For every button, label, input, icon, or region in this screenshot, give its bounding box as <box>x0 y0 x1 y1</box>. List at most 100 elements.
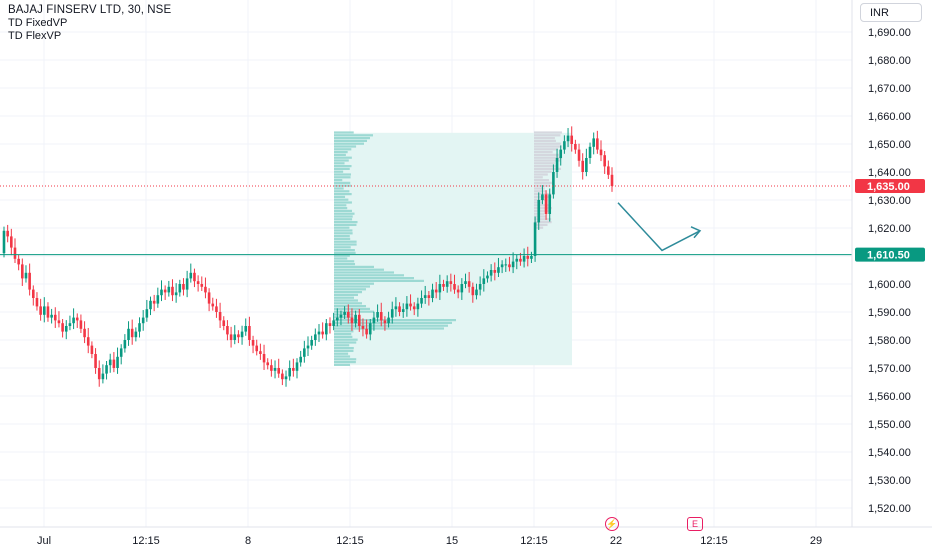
candle-body <box>57 320 61 324</box>
profile-row-flex <box>534 145 562 148</box>
price-tick-label: 1,580.00 <box>868 335 911 347</box>
indicator-flexvp[interactable]: TD FlexVP <box>8 30 62 42</box>
candle-body <box>185 278 189 290</box>
profile-row <box>334 167 350 170</box>
profile-row <box>334 279 424 282</box>
profile-row-flex <box>534 167 562 170</box>
candle-body <box>482 278 486 284</box>
profile-row-flex <box>534 153 559 156</box>
candle-body <box>453 284 456 290</box>
price-tick-label: 1,670.00 <box>868 83 911 95</box>
candle-body <box>405 303 409 310</box>
profile-row <box>334 207 348 210</box>
profile-row <box>334 137 370 140</box>
candle-body <box>281 373 284 380</box>
profile-row <box>334 251 356 254</box>
profile-row-flex <box>534 139 556 142</box>
profile-row-flex <box>534 215 547 218</box>
candle-body <box>409 303 412 307</box>
candle-body <box>112 359 116 368</box>
candle-body <box>442 284 445 287</box>
candle-body <box>61 323 64 332</box>
profile-row-flex <box>534 209 551 212</box>
candle-body <box>471 286 475 296</box>
candle-body <box>511 261 515 268</box>
profile-row <box>334 156 352 159</box>
candle-body <box>299 356 302 363</box>
candle-body <box>456 289 460 293</box>
profile-row-flex <box>534 187 545 190</box>
candle-body <box>577 149 581 161</box>
indicator-fixedvp[interactable]: TD FixedVP <box>8 17 68 29</box>
candle-body <box>123 340 127 349</box>
profile-row <box>334 324 448 327</box>
dividend-flash-icon[interactable]: ⚡ <box>605 517 619 531</box>
candle-body <box>566 135 570 142</box>
profile-row <box>334 204 347 207</box>
price-tick-label: 1,520.00 <box>868 503 911 515</box>
candle-body <box>130 328 134 338</box>
candle-body <box>500 264 504 268</box>
candle-body <box>321 331 324 335</box>
candle-body <box>83 328 86 338</box>
candle-body <box>519 258 522 262</box>
profile-row <box>334 338 358 341</box>
price-tick-label: 1,550.00 <box>868 419 911 431</box>
price-axis[interactable]: 1,690.00 1,680.00 1,670.00 1,660.00 1,650.00… <box>851 0 932 527</box>
time-axis[interactable]: Jul 12:15 8 12:15 15 12:15 22 12:15 29 <box>0 526 932 547</box>
candle-body <box>288 368 291 377</box>
candle-body <box>365 328 368 335</box>
profile-row-flex <box>534 173 548 176</box>
candle-body <box>233 334 237 340</box>
symbol-title[interactable]: BAJAJ FINSERV LTD, 30, NSE <box>8 4 172 16</box>
profile-row-flex <box>534 156 562 159</box>
candle-body <box>445 281 449 287</box>
price-tick-label: 1,530.00 <box>868 475 911 487</box>
arrow-head[interactable] <box>690 226 702 239</box>
price-tick-label: 1,690.00 <box>868 27 911 39</box>
profile-row <box>334 310 374 313</box>
profile-row <box>334 361 356 364</box>
candle-body <box>475 289 478 296</box>
candle-body <box>332 320 335 326</box>
profile-row <box>334 148 352 151</box>
candle-body <box>464 281 467 284</box>
profile-row-flex <box>534 151 553 154</box>
projection-arrow-drawing[interactable] <box>617 202 702 252</box>
profile-row <box>334 277 414 280</box>
profile-row <box>334 243 357 246</box>
price-tick-label: 1,590.00 <box>868 307 911 319</box>
profile-row <box>334 223 357 226</box>
time-tick-label: Jul <box>37 535 51 547</box>
profile-row <box>334 349 354 352</box>
profile-row <box>334 352 349 355</box>
currency-selector[interactable]: INR <box>860 3 922 22</box>
candle-body <box>277 368 280 374</box>
candle-body <box>596 138 599 150</box>
profile-row-flex <box>534 159 561 162</box>
profile-row <box>334 170 344 173</box>
profile-row <box>334 195 346 198</box>
candle-body <box>585 158 588 172</box>
profile-row-flex <box>534 181 552 184</box>
time-tick-label: 22 <box>610 535 622 547</box>
arrow-path[interactable] <box>617 202 701 252</box>
profile-row-flex <box>534 137 555 140</box>
profile-row <box>334 193 352 196</box>
candle-body <box>42 306 46 315</box>
candle-body <box>588 146 592 158</box>
candle-body <box>295 362 299 371</box>
candle-body <box>108 359 112 366</box>
profile-row <box>334 302 362 305</box>
price-tick-label: 1,620.00 <box>868 223 911 235</box>
profile-row-flex <box>534 170 552 173</box>
profile-row <box>334 268 384 271</box>
profile-row <box>334 316 354 319</box>
candle-body <box>240 331 244 338</box>
candle-body <box>379 312 383 321</box>
candle-body <box>416 303 420 310</box>
profile-row <box>334 327 444 330</box>
time-tick-label: 12:15 <box>700 535 728 547</box>
earnings-icon[interactable]: E <box>687 517 703 531</box>
